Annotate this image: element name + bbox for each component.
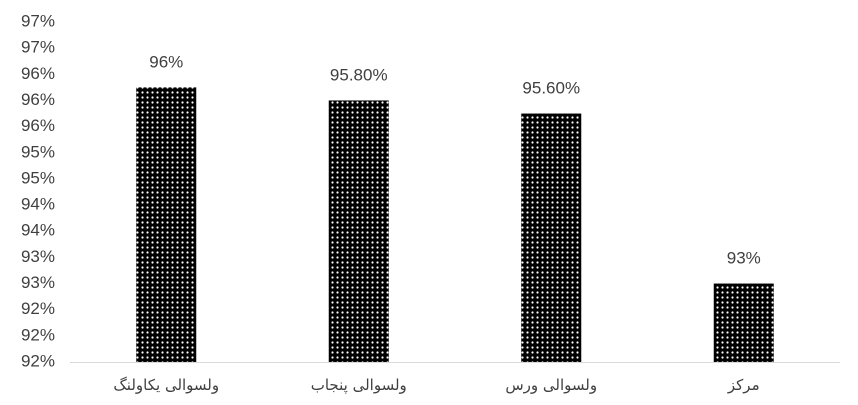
y-tick-label: 94%: [21, 221, 55, 240]
y-tick-label: 96%: [21, 116, 55, 135]
y-tick-label: 93%: [21, 273, 55, 292]
data-label: 93%: [727, 249, 761, 268]
x-axis: ولسوالی یکاولنگ ولسوالی پنجاب ولسوالی ورس م…: [113, 376, 759, 395]
data-label: 95.80%: [330, 65, 388, 84]
y-tick-label: 92%: [21, 351, 55, 370]
y-tick-label: 95%: [21, 168, 55, 187]
x-category-label: ولسوالی ورس: [505, 376, 597, 394]
y-tick-label: 94%: [21, 195, 55, 214]
bar: [136, 87, 197, 362]
y-tick-label: 92%: [21, 325, 55, 344]
y-tick-label: 97%: [21, 11, 55, 30]
y-tick-label: 96%: [21, 64, 55, 83]
x-category-label: ولسوالی یکاولنگ: [113, 376, 219, 394]
data-label: 96%: [149, 52, 183, 71]
y-tick-label: 92%: [21, 299, 55, 318]
y-tick-label: 96%: [21, 90, 55, 109]
data-labels: 96% 95.80% 95.60% 93%: [149, 52, 761, 267]
x-category-label: مرکز: [727, 376, 760, 394]
bar: [328, 100, 389, 362]
y-tick-label: 97%: [21, 38, 55, 57]
data-label: 95.60%: [522, 79, 580, 98]
bar: [713, 283, 774, 362]
y-tick-label: 95%: [21, 142, 55, 161]
x-category-label: ولسوالی پنجاب: [311, 376, 407, 395]
bars: [136, 87, 774, 363]
bar: [521, 113, 582, 363]
y-tick-label: 93%: [21, 247, 55, 266]
y-axis: 92% 92% 92% 93% 93% 94% 94% 95% 95% 96% 96% 96% 97% 9…: [21, 11, 55, 370]
